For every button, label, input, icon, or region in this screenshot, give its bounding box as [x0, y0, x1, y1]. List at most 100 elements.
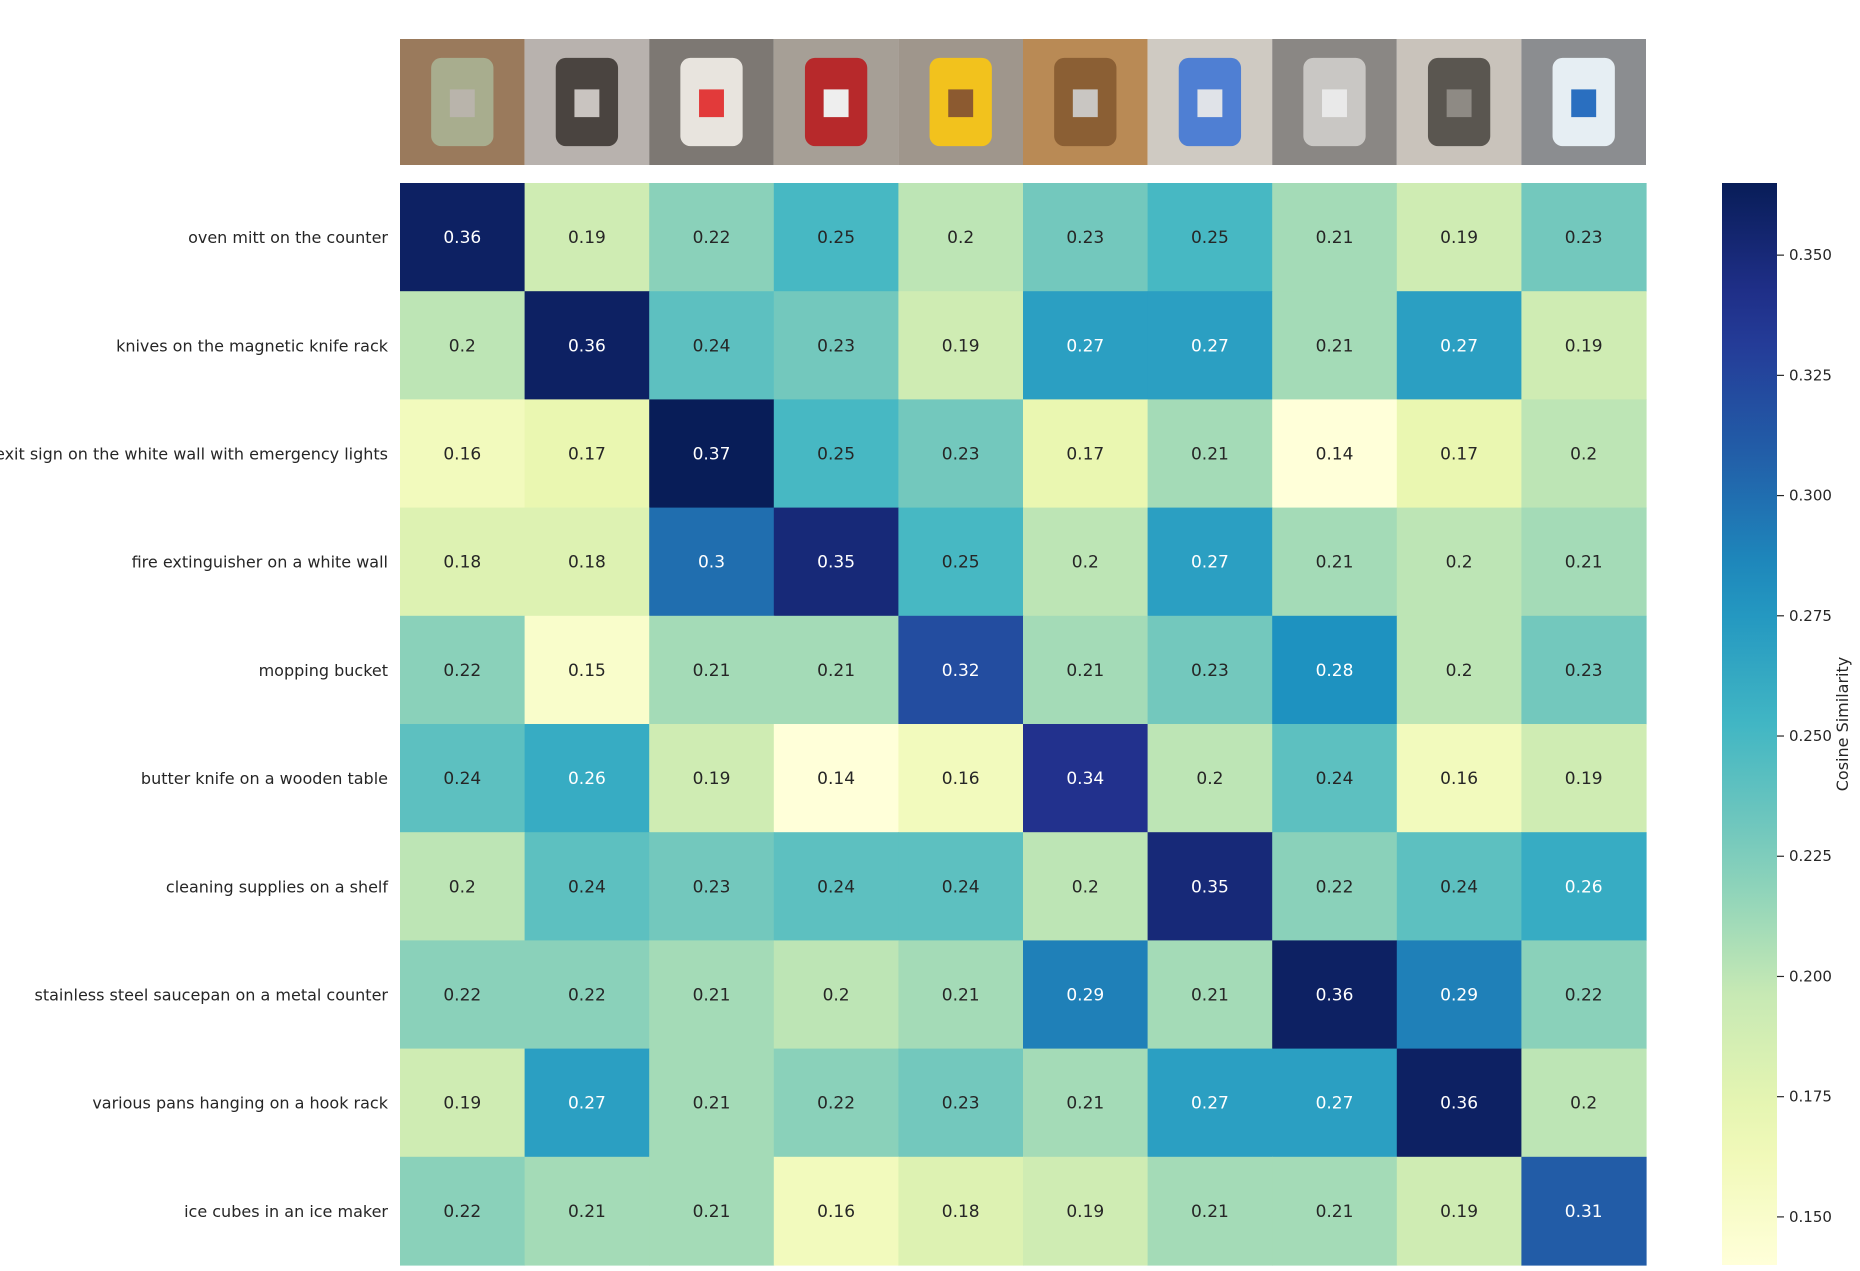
heatmap-cell: [1272, 615, 1398, 725]
heatmap-cell: [1147, 507, 1273, 617]
cell-value-label: 0.22: [1565, 986, 1603, 1006]
cell-value-label: 0.36: [1440, 1094, 1478, 1114]
cell-value-label: 0.21: [693, 1094, 731, 1114]
heatmap-cell: [1272, 399, 1398, 509]
heatmap-cell: [898, 832, 1024, 941]
heatmap-cell: [773, 724, 899, 833]
cell-value-label: 0.21: [693, 1202, 731, 1222]
heatmap-cell: [649, 291, 775, 400]
saucepan-image: [1272, 39, 1397, 165]
heatmap-cell: [1396, 615, 1522, 725]
cell-value-label: 0.23: [817, 336, 855, 356]
cell-value-label: 0.21: [942, 986, 980, 1006]
heatmap-cell: [1521, 1048, 1647, 1158]
cell-value-label: 0.23: [1565, 661, 1603, 681]
exit-sign-image: [649, 39, 774, 165]
heatmap-cell: [898, 399, 1024, 509]
cell-value-label: 0.19: [1565, 336, 1603, 356]
cell-value-label: 0.28: [1316, 661, 1354, 681]
heatmap-cell: [1147, 291, 1273, 400]
cell-value-label: 0.16: [1440, 769, 1478, 789]
heatmap-cell: [1147, 1156, 1273, 1266]
cell-value-label: 0.2: [449, 336, 476, 356]
heatmap-cell: [1023, 940, 1149, 1050]
cell-value-label: 0.17: [568, 445, 606, 465]
heatmap-cell: [1023, 399, 1149, 509]
cell-value-label: 0.36: [443, 228, 481, 248]
heatmap-cell: [1521, 183, 1647, 292]
heatmap-cell: [773, 291, 899, 400]
cell-value-label: 0.21: [1191, 445, 1229, 465]
cell-value-label: 0.23: [693, 877, 731, 897]
cell-value-label: 0.16: [443, 445, 481, 465]
heatmap-cell: [1023, 183, 1149, 292]
cell-value-label: 0.14: [817, 769, 855, 789]
heatmap-cell: [1272, 940, 1398, 1050]
heatmap-cell: [1272, 183, 1398, 292]
row-label: exit sign on the white wall with emergen…: [0, 445, 388, 464]
heatmap-cell: [1272, 1048, 1398, 1158]
colorbar-tick-label: 0.350: [1789, 246, 1832, 264]
heatmap-cell: [524, 291, 650, 400]
heatmap-cell: [773, 399, 899, 509]
cell-value-label: 0.37: [693, 445, 731, 465]
colorbar-tick-label: 0.250: [1789, 727, 1832, 745]
heatmap-cell: [524, 1156, 650, 1266]
cell-value-label: 0.16: [817, 1202, 855, 1222]
heatmap-cell: [649, 183, 775, 292]
cell-value-label: 0.21: [1191, 1202, 1229, 1222]
cell-value-label: 0.27: [1191, 336, 1229, 356]
heatmap-cell: [1396, 183, 1522, 292]
cell-value-label: 0.21: [693, 986, 731, 1006]
colorbar-tick-label: 0.275: [1789, 607, 1832, 625]
heatmap-cell: [649, 724, 775, 833]
heatmap-cell: [524, 724, 650, 833]
heatmap-cell: [1521, 615, 1647, 725]
thumbnail-detail: [948, 89, 974, 118]
cell-value-label: 0.2: [1072, 877, 1099, 897]
cell-value-label: 0.29: [1066, 986, 1104, 1006]
heatmap-cell: [773, 832, 899, 941]
heatmap-cell: [400, 615, 526, 725]
heatmap-cell: [649, 615, 775, 725]
cell-value-label: 0.21: [1316, 553, 1354, 573]
heatmap-cell: [1272, 724, 1398, 833]
thumbnail-detail: [449, 89, 475, 118]
butter-knife-image: [1023, 39, 1148, 165]
cell-value-label: 0.2: [947, 228, 974, 248]
cell-value-label: 0.2: [1570, 445, 1597, 465]
heatmap-cell: [400, 183, 526, 292]
heatmap-cell: [524, 832, 650, 941]
thumbnail-detail: [823, 89, 849, 118]
heatmap-cell: [1521, 291, 1647, 400]
cell-value-label: 0.27: [1440, 336, 1478, 356]
cell-value-label: 0.15: [568, 661, 606, 681]
thumbnail-detail: [1571, 89, 1597, 118]
cell-value-label: 0.35: [817, 553, 855, 573]
cell-value-label: 0.24: [1440, 877, 1478, 897]
heatmap-cell: [400, 291, 526, 400]
cell-value-label: 0.26: [1565, 877, 1603, 897]
hanging-pans-image: [1396, 39, 1522, 165]
heatmap-cell: [400, 1156, 526, 1266]
row-label: butter knife on a wooden table: [141, 769, 388, 788]
heatmap-cell: [1396, 832, 1522, 941]
cell-value-label: 0.26: [568, 769, 606, 789]
heatmap-cell: [1396, 940, 1522, 1050]
cell-value-label: 0.19: [443, 1094, 481, 1114]
colorbar-tick-label: 0.225: [1789, 847, 1832, 865]
heatmap-cell: [1023, 1156, 1149, 1266]
heatmap-cell: [1272, 507, 1398, 617]
colorbar-tick-label: 0.325: [1789, 366, 1832, 384]
cell-value-label: 0.25: [942, 553, 980, 573]
cell-value-label: 0.17: [1440, 445, 1478, 465]
heatmap-cell: [1147, 724, 1273, 833]
heatmap-cell: [898, 615, 1024, 725]
heatmap-cell: [1272, 1156, 1398, 1266]
cell-value-label: 0.14: [1316, 445, 1354, 465]
cell-value-label: 0.22: [568, 986, 606, 1006]
heatmap-cell: [1521, 1156, 1647, 1266]
cell-value-label: 0.2: [1446, 661, 1473, 681]
thumbnail-detail: [1197, 89, 1223, 118]
